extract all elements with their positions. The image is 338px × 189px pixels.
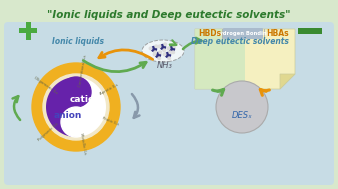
Circle shape	[43, 74, 109, 140]
Polygon shape	[195, 29, 295, 89]
Text: HBDs: HBDs	[198, 29, 222, 37]
Circle shape	[163, 53, 166, 56]
Circle shape	[169, 51, 172, 54]
Circle shape	[61, 77, 91, 107]
Circle shape	[167, 47, 170, 50]
Circle shape	[61, 107, 91, 137]
Circle shape	[164, 43, 167, 46]
Ellipse shape	[142, 40, 184, 62]
Bar	[298, 28, 322, 34]
Text: anion: anion	[54, 111, 82, 119]
Text: Protic ILs: Protic ILs	[101, 116, 119, 126]
Circle shape	[151, 46, 156, 51]
Circle shape	[216, 81, 268, 133]
Text: Metallic ILs: Metallic ILs	[78, 132, 86, 154]
Text: cation: cation	[69, 94, 101, 104]
Circle shape	[172, 51, 174, 54]
Polygon shape	[280, 74, 295, 89]
Circle shape	[166, 53, 170, 57]
Polygon shape	[195, 29, 245, 89]
Polygon shape	[46, 77, 76, 137]
Circle shape	[169, 46, 174, 51]
Circle shape	[155, 45, 158, 48]
Bar	[19, 28, 37, 33]
Text: Oligomeric ILs: Oligomeric ILs	[33, 76, 58, 95]
Text: Deep eutectic solvents: Deep eutectic solvents	[191, 36, 289, 46]
Text: NH₃: NH₃	[157, 60, 173, 70]
Circle shape	[158, 45, 161, 48]
Bar	[26, 22, 31, 40]
Circle shape	[173, 45, 175, 48]
FancyBboxPatch shape	[4, 22, 334, 185]
Circle shape	[32, 63, 120, 151]
Text: Conventional ILs: Conventional ILs	[78, 54, 87, 87]
Circle shape	[159, 51, 162, 54]
Text: Aprotic ILs: Aprotic ILs	[99, 83, 119, 96]
Text: Polymeric ILs: Polymeric ILs	[38, 122, 59, 142]
Text: Hydrogen Bonding: Hydrogen Bonding	[215, 30, 271, 36]
Circle shape	[158, 57, 161, 60]
Circle shape	[153, 53, 156, 56]
Text: "Ionic liquids and Deep eutectic solvents": "Ionic liquids and Deep eutectic solvent…	[47, 10, 291, 20]
Circle shape	[163, 49, 166, 52]
Circle shape	[168, 57, 170, 60]
Circle shape	[154, 51, 156, 54]
FancyBboxPatch shape	[223, 28, 263, 39]
Text: HBAs: HBAs	[267, 29, 289, 37]
Text: Ionic liquids: Ionic liquids	[52, 36, 104, 46]
Polygon shape	[76, 77, 106, 137]
Text: DESₓ: DESₓ	[232, 111, 252, 119]
Circle shape	[161, 44, 166, 50]
Circle shape	[155, 53, 161, 57]
Circle shape	[149, 47, 152, 50]
